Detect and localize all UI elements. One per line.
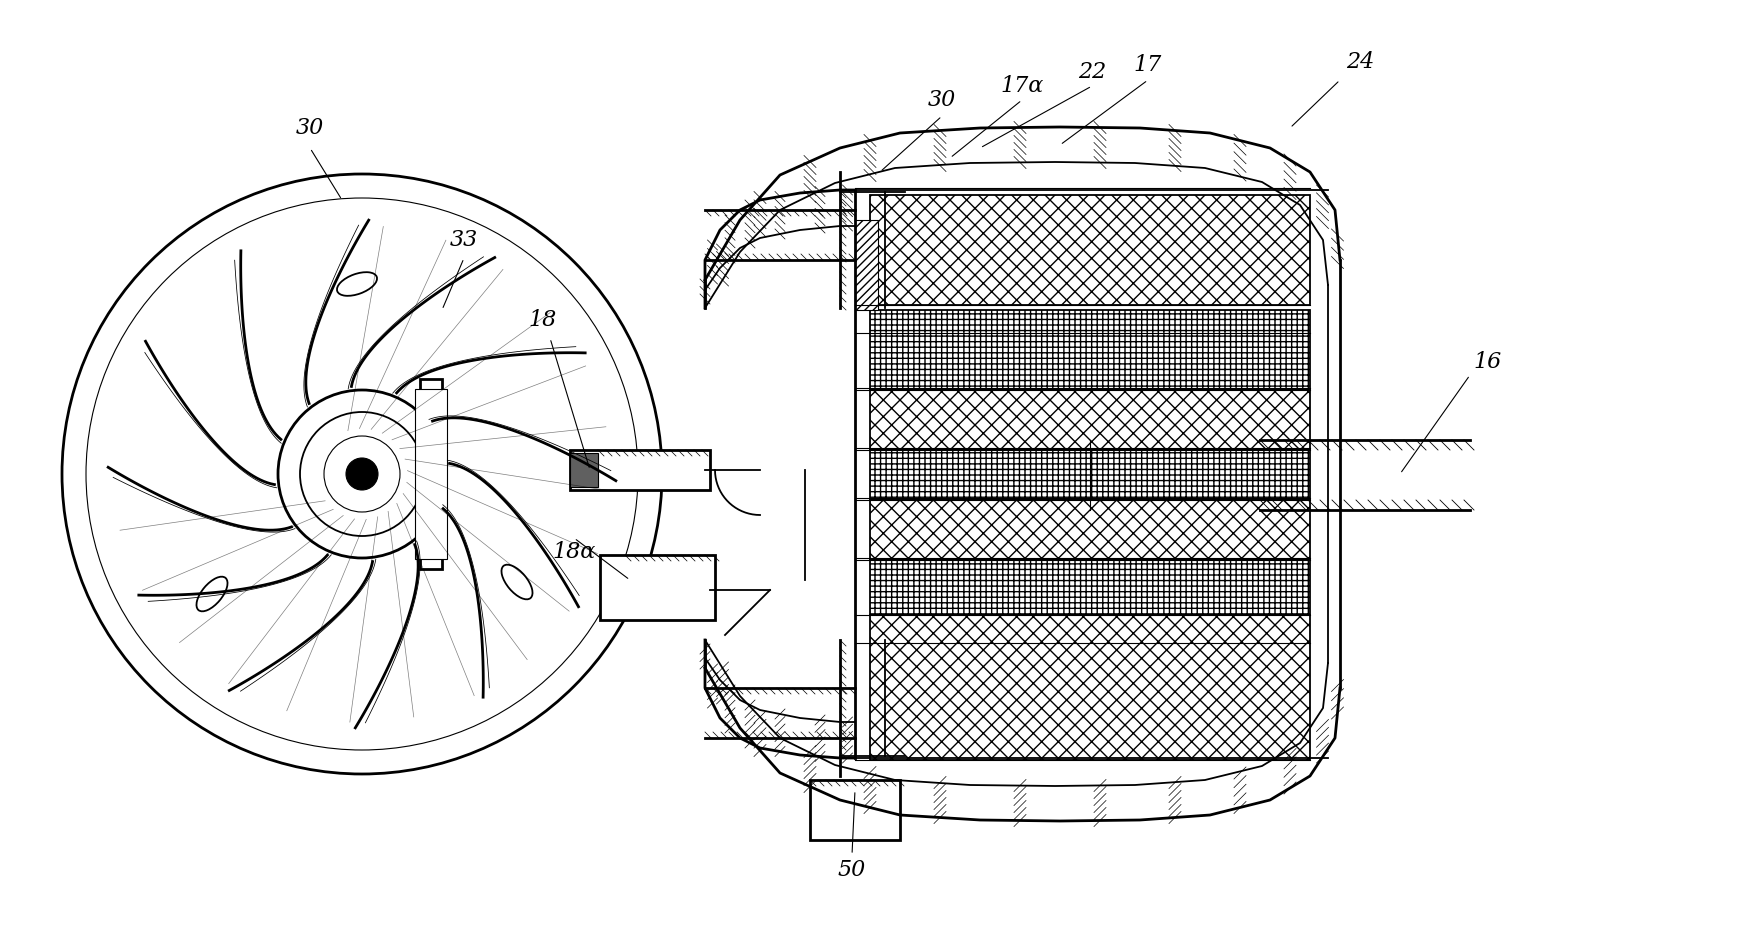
- Text: 50: 50: [838, 859, 866, 881]
- Bar: [420, 379, 443, 569]
- Bar: [856, 220, 878, 310]
- Bar: [600, 555, 714, 620]
- Bar: [570, 450, 709, 490]
- Bar: [570, 453, 598, 487]
- Bar: [810, 780, 900, 840]
- Bar: [870, 500, 1311, 560]
- Text: 22: 22: [1078, 61, 1106, 83]
- Circle shape: [346, 458, 377, 490]
- Text: 18α: 18α: [552, 541, 596, 563]
- Text: 16: 16: [1475, 351, 1503, 373]
- Text: 18: 18: [529, 309, 557, 331]
- Bar: [870, 615, 1311, 760]
- Bar: [870, 450, 1311, 500]
- Text: 17: 17: [1134, 54, 1162, 76]
- Text: 30: 30: [296, 117, 325, 139]
- Text: 17α: 17α: [1000, 75, 1044, 97]
- Bar: [870, 390, 1311, 450]
- Bar: [870, 310, 1311, 390]
- Bar: [415, 389, 446, 559]
- Bar: [870, 560, 1311, 615]
- Bar: [870, 195, 1311, 305]
- Text: 33: 33: [450, 229, 478, 251]
- Text: 30: 30: [928, 89, 956, 111]
- Text: 24: 24: [1346, 51, 1374, 73]
